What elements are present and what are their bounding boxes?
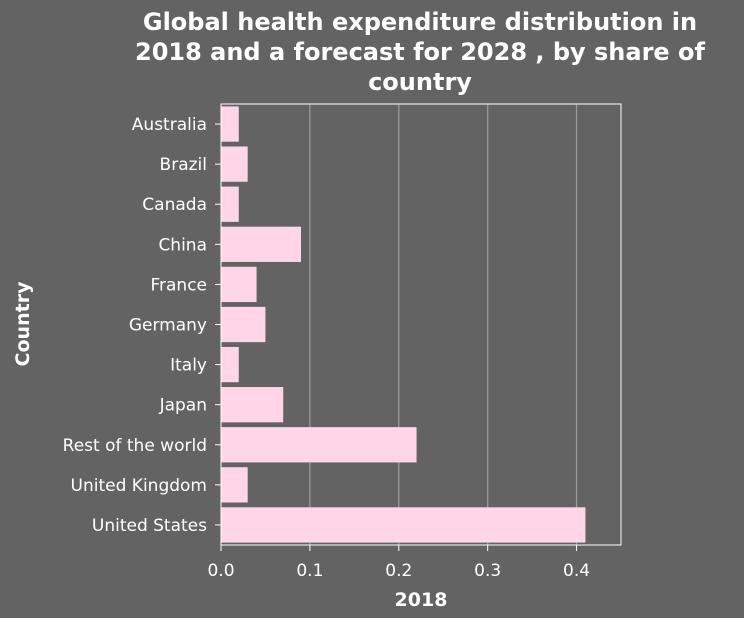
x-axis-label: 2018 — [395, 589, 448, 611]
y-tick-label: Italy — [170, 356, 207, 376]
y-tick-label: United States — [92, 516, 207, 536]
y-tick-label: Brazil — [160, 155, 207, 175]
grid-lines — [309, 104, 578, 545]
chart-title-line-2: 2018 and a forecast for 2028 , by share … — [135, 38, 706, 66]
y-tick-label: Canada — [142, 195, 207, 215]
bar — [221, 226, 301, 262]
x-axis-ticks: 0.0 0.1 0.2 0.3 0.4 — [207, 545, 590, 581]
bar — [221, 507, 586, 543]
y-tick-label: Japan — [159, 396, 207, 416]
bar — [221, 467, 248, 503]
chart-title-line-1: Global health expenditure distribution i… — [143, 8, 697, 36]
y-axis-label: Country — [12, 281, 34, 367]
bar — [221, 346, 239, 383]
bar — [221, 306, 266, 343]
x-tick-label: 0.1 — [296, 561, 323, 581]
x-tick-label: 0.4 — [563, 561, 590, 581]
bar — [221, 146, 248, 182]
bar — [221, 427, 417, 463]
y-tick-label: Rest of the world — [63, 436, 207, 456]
bar — [221, 387, 284, 423]
x-tick-label: 0.0 — [207, 561, 234, 581]
bars — [221, 106, 586, 543]
chart-title-line-3: country — [368, 68, 472, 96]
bar — [221, 266, 257, 303]
y-tick-label: China — [158, 235, 207, 255]
bar — [221, 186, 239, 222]
x-tick-label: 0.2 — [385, 561, 412, 581]
x-tick-label: 0.3 — [474, 561, 501, 581]
y-tick-label: Germany — [129, 316, 207, 336]
y-tick-label: United Kingdom — [71, 476, 207, 496]
y-tick-label: France — [150, 275, 207, 295]
y-tick-label: Australia — [132, 115, 207, 135]
bar — [221, 106, 239, 142]
plot-frame — [220, 103, 622, 546]
y-axis-ticks: Australia Brazil Canada China France Germany I… — [63, 115, 221, 536]
